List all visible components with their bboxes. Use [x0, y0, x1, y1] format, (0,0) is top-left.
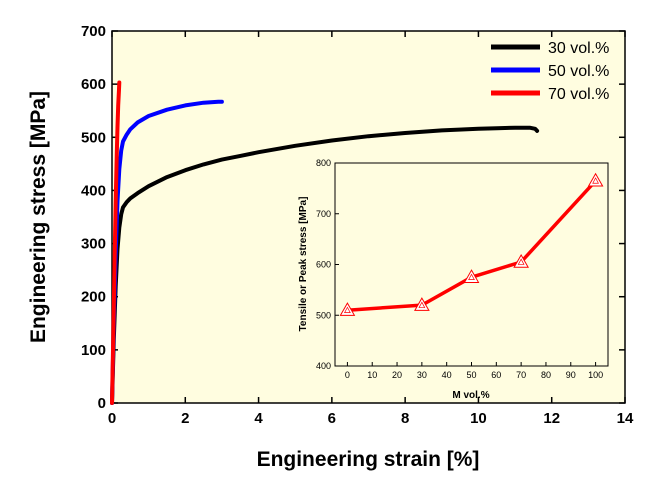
y-axis-title: Engineering stress [MPa]: [27, 91, 50, 343]
y-tick-label: 600: [81, 76, 106, 93]
inset-point-marker-inner: [418, 301, 426, 308]
inset-x-tick-label: 90: [566, 370, 576, 380]
inset-axis-ticks: 0 10 20 30 40 50 60 70 80 90 100 400 500 600 700 800: [316, 158, 603, 380]
inset-x-tick-label: 80: [541, 370, 551, 380]
inset-point-marker: [587, 172, 604, 187]
x-tick-label: 2: [181, 410, 189, 427]
x-tick-label: 4: [254, 410, 263, 427]
legend-label-1: 50 vol.%: [548, 63, 609, 80]
legend: 30 vol.% 50 vol.% 70 vol.%: [491, 40, 609, 103]
y-tick-label: 400: [81, 182, 106, 199]
inset-x-tick-label: 10: [367, 370, 377, 380]
inset-x-tick-label: 70: [516, 370, 526, 380]
inset-series-group: [339, 172, 604, 316]
inset-x-axis-title: M vol.%: [452, 390, 489, 401]
inset-x-tick-label: 60: [491, 370, 501, 380]
inset-point-marker: [463, 269, 480, 283]
inset-x-tick-label: 40: [442, 370, 452, 380]
legend-label-0: 30 vol.%: [548, 40, 609, 57]
x-tick-label: 10: [470, 410, 487, 427]
x-tick-label: 0: [108, 410, 116, 427]
x-tick-label: 12: [543, 410, 560, 427]
inset-x-tick-label: 50: [466, 370, 476, 380]
series-line-2: [110, 80, 122, 405]
inset-point-marker-inner: [344, 306, 351, 313]
x-tick-label: 14: [617, 410, 634, 427]
main-series-group: [110, 80, 540, 405]
inset-y-axis-title: Tensile or Peak stress [MPa]: [298, 197, 309, 332]
x-tick-label: 8: [401, 410, 409, 427]
inset-y-tick-label: 600: [316, 260, 331, 270]
inset-y-tick-label: 500: [316, 310, 331, 320]
inset-x-tick-label: 30: [417, 370, 427, 380]
inset-point-marker: [339, 302, 356, 316]
x-axis-title: Engineering strain [%]: [257, 448, 480, 471]
inset-y-tick-label: 800: [316, 158, 331, 168]
inset-point-marker-inner: [592, 177, 599, 184]
y-tick-label: 700: [81, 23, 106, 40]
y-tick-label: 500: [81, 129, 106, 146]
inset-x-tick-label: 100: [588, 370, 603, 380]
y-tick-label: 100: [81, 342, 106, 359]
inset-point-marker-inner: [468, 273, 475, 280]
inset-point-marker: [414, 297, 430, 311]
legend-label-2: 70 vol.%: [548, 86, 609, 103]
inset-y-tick-label: 700: [316, 209, 331, 219]
inset-y-tick-label: 400: [316, 361, 331, 371]
inset-plot-area: [334, 162, 609, 367]
inset-x-tick-label: 20: [392, 370, 402, 380]
inset-x-tick-label: 0: [345, 370, 350, 380]
y-tick-label: 200: [81, 289, 106, 306]
y-tick-label: 0: [98, 395, 106, 412]
x-tick-label: 6: [328, 410, 336, 427]
inset-point-marker: [513, 253, 529, 268]
y-tick-label: 300: [81, 236, 106, 253]
series-line-0: [110, 125, 540, 405]
inset-point-marker-inner: [517, 258, 525, 265]
